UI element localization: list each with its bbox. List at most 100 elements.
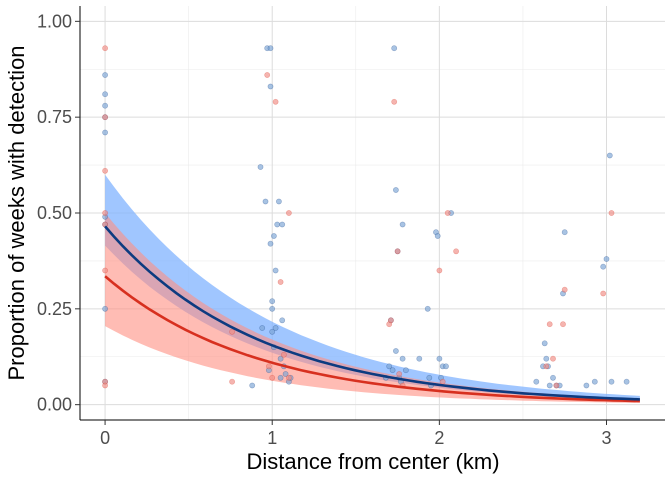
red-data-point — [608, 210, 615, 216]
blue-data-point — [416, 355, 423, 362]
red-data-point — [264, 72, 271, 78]
blue-data-point — [267, 83, 274, 90]
blue-data-point — [267, 45, 274, 52]
red-data-point — [453, 248, 459, 255]
red-data-point — [553, 382, 560, 389]
x-axis-title: Distance from center (km) — [246, 449, 499, 474]
blue-data-point — [399, 221, 406, 228]
blue-data-point — [272, 267, 279, 274]
blue-data-point — [102, 91, 108, 98]
blue-data-point — [269, 298, 276, 305]
blue-data-point — [443, 363, 449, 370]
red-data-point — [436, 267, 443, 274]
red-data-point — [546, 321, 553, 328]
blue-data-point — [623, 378, 630, 385]
blue-data-point — [392, 348, 399, 354]
blue-data-point — [600, 263, 607, 270]
y-axis-title: Proportion of weeks with detection — [4, 45, 29, 380]
x-tick-label: 0 — [100, 428, 110, 448]
blue-data-point — [389, 367, 396, 374]
blue-data-point — [583, 382, 590, 389]
blue-confidence-band — [105, 174, 640, 401]
blue-data-point — [262, 198, 269, 205]
blue-data-point — [543, 355, 550, 362]
blue-data-point — [434, 233, 441, 239]
x-tick-label: 3 — [601, 428, 611, 448]
red-data-point — [543, 363, 550, 370]
y-tick-label: 0.50 — [37, 203, 72, 223]
red-data-point — [280, 351, 287, 358]
red-data-point — [394, 248, 401, 255]
blue-data-point — [102, 129, 108, 136]
red-data-point — [229, 328, 235, 335]
blue-data-point — [392, 187, 399, 193]
blue-data-point — [269, 305, 276, 312]
red-data-point — [102, 114, 108, 121]
blue-data-point — [102, 305, 108, 312]
y-tick-label: 0.00 — [37, 395, 72, 415]
blue-data-point — [272, 325, 279, 331]
grid-lines — [80, 6, 665, 420]
x-tick-label: 2 — [434, 428, 444, 448]
blue-data-point — [550, 374, 556, 381]
red-data-point — [102, 167, 108, 174]
blue-data-point — [533, 378, 540, 385]
blue-data-point — [606, 152, 613, 159]
red-data-point — [229, 378, 235, 385]
red-data-point — [285, 374, 292, 381]
blue-data-point — [591, 378, 598, 385]
blue-data-point — [102, 72, 108, 78]
blue-data-point — [269, 328, 276, 335]
red-data-point — [265, 363, 272, 370]
blue-data-point — [426, 374, 433, 381]
confidence-bands — [105, 174, 640, 403]
x-tick-label: 1 — [267, 428, 277, 448]
red-data-point — [444, 210, 451, 216]
blue-data-point — [436, 355, 443, 362]
red-data-point — [439, 378, 446, 385]
red-data-point — [391, 98, 398, 105]
blue-data-point — [279, 317, 286, 324]
blue-data-point — [608, 378, 615, 385]
red-data-point — [561, 286, 568, 293]
blue-data-point — [391, 45, 398, 52]
red-data-point — [396, 371, 403, 377]
blue-data-point — [277, 374, 284, 381]
fit-lines — [104, 225, 640, 403]
blue-data-point — [279, 221, 286, 228]
y-tick-label: 1.00 — [37, 11, 72, 31]
blue-data-point — [402, 367, 409, 374]
red-data-point — [560, 321, 566, 328]
axis-ticks: 0 1 2 3 0.00 0.25 0.50 0.75 1.00 — [37, 11, 612, 448]
red-fit-line — [104, 275, 640, 403]
red-data-point — [285, 210, 292, 216]
blue-data-point — [249, 382, 256, 389]
blue-data-point — [259, 325, 266, 331]
blue-data-point — [274, 221, 281, 228]
red-confidence-band — [105, 213, 640, 403]
blue-data-point — [386, 363, 393, 370]
red-data-point — [102, 45, 108, 52]
red-data-point — [102, 382, 108, 389]
red-data-point — [102, 210, 108, 216]
blue-data-point — [424, 305, 431, 312]
red-data-point — [277, 279, 284, 285]
blue-data-point — [399, 355, 406, 362]
blue-data-point — [541, 340, 548, 347]
blue-data-point — [267, 240, 274, 247]
red-data-point — [387, 317, 394, 324]
red-data-point — [272, 98, 279, 105]
y-tick-label: 0.25 — [37, 299, 72, 319]
blue-data-point — [257, 164, 264, 170]
blue-fit-line — [104, 225, 640, 401]
blue-data-point — [282, 371, 289, 377]
blue-data-point — [561, 229, 568, 236]
blue-data-point — [270, 233, 277, 239]
red-data-point — [269, 374, 276, 381]
red-data-point — [102, 221, 108, 228]
red-data-point — [102, 267, 108, 274]
red-data-point — [600, 290, 607, 297]
blue-data-point — [603, 256, 610, 262]
blue-data-point — [277, 355, 284, 362]
